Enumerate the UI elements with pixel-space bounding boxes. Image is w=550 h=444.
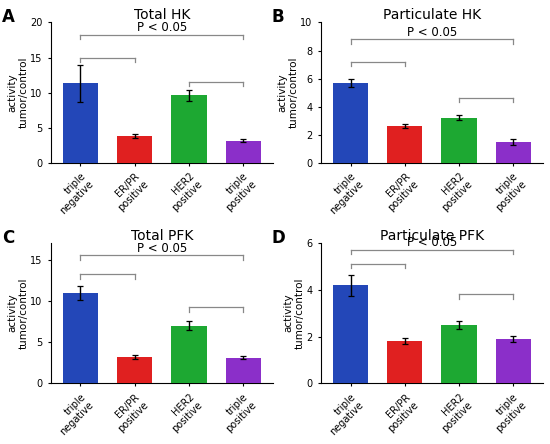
Text: C: C	[2, 229, 14, 247]
Bar	[496, 142, 531, 163]
Y-axis label: activity
tumor/control: activity tumor/control	[283, 278, 305, 349]
Title: Particulate PFK: Particulate PFK	[380, 229, 484, 243]
Bar	[63, 293, 98, 383]
Text: P < 0.05: P < 0.05	[407, 26, 457, 39]
Bar	[333, 285, 368, 383]
Bar	[171, 325, 207, 383]
Bar	[63, 83, 98, 163]
Bar	[387, 341, 422, 383]
Bar	[117, 136, 152, 163]
Y-axis label: activity
tumor/control: activity tumor/control	[7, 57, 29, 128]
Text: A: A	[2, 8, 15, 27]
Text: P < 0.05: P < 0.05	[407, 236, 457, 250]
Text: B: B	[272, 8, 284, 27]
Bar	[442, 118, 477, 163]
Y-axis label: activity
tumor/control: activity tumor/control	[7, 278, 29, 349]
Title: Total PFK: Total PFK	[130, 229, 193, 243]
Text: P < 0.05: P < 0.05	[137, 242, 187, 255]
Y-axis label: activity
tumor/control: activity tumor/control	[277, 57, 299, 128]
Text: D: D	[272, 229, 285, 247]
Title: Particulate HK: Particulate HK	[383, 8, 481, 23]
Bar	[387, 126, 422, 163]
Bar	[496, 339, 531, 383]
Bar	[117, 357, 152, 383]
Title: Total HK: Total HK	[134, 8, 190, 23]
Bar	[171, 95, 207, 163]
Bar	[333, 83, 368, 163]
Bar	[442, 325, 477, 383]
Bar	[226, 358, 261, 383]
Bar	[226, 141, 261, 163]
Text: P < 0.05: P < 0.05	[137, 21, 187, 34]
